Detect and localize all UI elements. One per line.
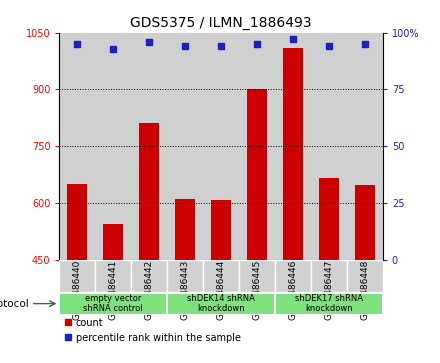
Bar (167, 293, 275, 315)
Text: shDEK14 shRNA
knockdown: shDEK14 shRNA knockdown (187, 294, 255, 313)
Bar (319, 178, 339, 260)
Legend: count, percentile rank within the sample: count, percentile rank within the sample (64, 318, 241, 343)
Bar (275, 260, 311, 291)
Text: GSM1486441: GSM1486441 (109, 260, 118, 321)
Title: GDS5375 / ILMN_1886493: GDS5375 / ILMN_1886493 (130, 16, 312, 30)
Point (182, 44, 189, 49)
Text: GSM1486446: GSM1486446 (289, 260, 297, 321)
Bar (95, 260, 131, 291)
Bar (139, 123, 159, 260)
Bar (167, 33, 203, 260)
Text: GSM1486444: GSM1486444 (216, 260, 226, 320)
Point (218, 44, 225, 49)
Text: GSM1486442: GSM1486442 (145, 260, 154, 320)
Point (146, 39, 153, 45)
Bar (347, 260, 383, 291)
Point (361, 41, 368, 47)
Bar (203, 33, 239, 260)
Bar (59, 33, 95, 260)
Bar (355, 185, 375, 260)
Bar (239, 260, 275, 291)
Bar (275, 293, 383, 315)
Bar (59, 260, 95, 291)
Text: GSM1486440: GSM1486440 (73, 260, 82, 321)
Bar (239, 33, 275, 260)
Bar (283, 48, 303, 260)
Point (326, 44, 333, 49)
Point (253, 41, 260, 47)
Bar (95, 33, 131, 260)
Bar (167, 260, 203, 291)
Bar (311, 33, 347, 260)
Text: empty vector
shRNA control: empty vector shRNA control (84, 294, 143, 313)
Bar (103, 224, 123, 260)
Text: shDEK17 shRNA
knockdown: shDEK17 shRNA knockdown (295, 294, 363, 313)
Bar (131, 33, 167, 260)
Bar (311, 260, 347, 291)
Bar (275, 33, 311, 260)
Text: GSM1486443: GSM1486443 (181, 260, 190, 321)
Text: GSM1486448: GSM1486448 (360, 260, 369, 321)
Point (74, 41, 81, 47)
Bar (131, 260, 167, 291)
Point (290, 37, 297, 42)
Bar (203, 260, 239, 291)
Text: GSM1486445: GSM1486445 (253, 260, 261, 321)
Bar (175, 199, 195, 260)
Point (110, 46, 117, 52)
Bar (211, 200, 231, 260)
Text: protocol: protocol (0, 299, 29, 309)
Bar (67, 184, 87, 260)
Text: GSM1486447: GSM1486447 (324, 260, 334, 321)
Bar (347, 33, 383, 260)
Bar (59, 293, 167, 315)
Bar (247, 89, 267, 260)
